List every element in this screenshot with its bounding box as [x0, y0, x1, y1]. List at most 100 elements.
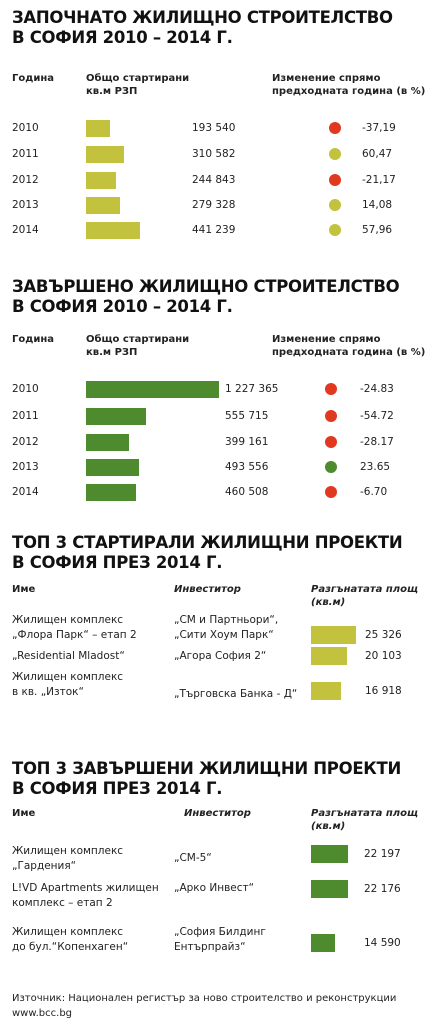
s2-header-year: Година [12, 334, 54, 345]
investor-name: „Арко Инвест“ [174, 882, 255, 894]
bar [86, 407, 146, 425]
value-label: 441 239 [192, 224, 236, 236]
area-bar [311, 845, 348, 863]
s1-title-line2: В СОФИЯ 2010 – 2014 Г. [12, 28, 233, 47]
project-name: „Гардения“ [12, 860, 77, 872]
s4-header-area-2: (кв.м) [311, 821, 346, 832]
s4-header-name: Име [12, 808, 36, 819]
change-dot [325, 410, 337, 422]
change-dot [329, 174, 341, 186]
s4-title-line2: В СОФИЯ ПРЕЗ 2014 Г. [12, 779, 223, 798]
project-name: в кв. „Изток“ [12, 686, 84, 698]
change-dot [325, 436, 337, 448]
s4-title-line1: ТОП 3 ЗАВЪРШЕНИ ЖИЛИЩНИ ПРОЕКТИ [12, 759, 401, 778]
change-dot [325, 461, 337, 473]
change-label: 14,08 [362, 199, 393, 211]
value-label: 279 328 [192, 199, 236, 211]
area-label: 22 176 [364, 883, 401, 895]
area-bar [311, 880, 348, 898]
value-label: 193 540 [192, 122, 236, 134]
year-label: 2012 [12, 436, 39, 448]
s2-header-total-2: кв.м РЗП [86, 347, 138, 358]
s3-header-area-1: Разгънатата площ [311, 584, 419, 595]
s3-header-investor: Инвеститор [174, 584, 241, 595]
change-label: 57,96 [362, 224, 393, 236]
area-label: 22 197 [364, 848, 401, 860]
bar [86, 171, 116, 189]
change-label: -21,17 [362, 174, 396, 186]
project-name: Жилищен комплекс [12, 926, 124, 938]
investor-name: „София Билдинг [174, 926, 266, 938]
s2-header-change-2: предходната година (в %) [272, 347, 426, 358]
bar [86, 221, 140, 239]
change-dot [325, 486, 337, 498]
change-label: -37,19 [362, 122, 396, 134]
change-label: 23.65 [360, 461, 391, 473]
project-name: „Residential Mladost“ [12, 650, 125, 662]
area-bar [311, 647, 347, 665]
year-label: 2011 [12, 148, 39, 160]
s2-header-total-1: Общо стартирани [86, 334, 190, 345]
bar [86, 196, 120, 214]
change-dot [325, 383, 337, 395]
value-label: 310 582 [192, 148, 236, 160]
s4-header-area-1: Разгънатата площ [311, 808, 419, 819]
s2-title-line1: ЗАВЪРШЕНО ЖИЛИЩНО СТРОИТЕЛСТВО [12, 277, 400, 296]
area-label: 14 590 [364, 937, 401, 949]
investor-name: „Агора София 2“ [174, 650, 267, 662]
value-label: 1 227 365 [225, 383, 279, 395]
year-label: 2011 [12, 410, 39, 422]
value-label: 244 843 [192, 174, 236, 186]
area-label: 20 103 [365, 650, 402, 662]
investor-name: „Търговска Банка - Д“ [174, 688, 298, 700]
change-dot [329, 122, 341, 134]
project-name: L!VD Apartments жилищен [12, 882, 159, 894]
area-label: 16 918 [365, 685, 402, 697]
s2-title-line2: В СОФИЯ 2010 – 2014 Г. [12, 297, 233, 316]
bar [86, 145, 124, 163]
area-bar [311, 682, 341, 700]
year-label: 2010 [12, 383, 39, 395]
bar [86, 458, 139, 476]
bar [86, 483, 136, 501]
project-name: „Флора Парк“ – етап 2 [12, 629, 137, 641]
bar [86, 433, 129, 451]
year-label: 2013 [12, 461, 39, 473]
change-label: -28.17 [360, 436, 394, 448]
project-name: Жилищен комплекс [12, 845, 124, 857]
site-link[interactable]: www.bcc.bg [12, 1008, 73, 1019]
project-name: Жилищен комплекс [12, 671, 124, 683]
s1-header-change-1: Изменение спрямо [272, 73, 381, 84]
s3-header-area-2: (кв.м) [311, 597, 346, 608]
bar [86, 380, 219, 398]
change-dot [329, 224, 341, 236]
project-name: до бул.“Копенхаген“ [12, 941, 129, 953]
s3-header-name: Име [12, 584, 36, 595]
investor-name: „СМ и Партньори“, [174, 614, 279, 626]
source-note: Източник: Национален регистър за ново ст… [12, 993, 397, 1004]
s3-title-line2: В СОФИЯ ПРЕЗ 2014 Г. [12, 553, 223, 572]
s1-header-total-2: кв.м РЗП [86, 86, 138, 97]
value-label: 493 556 [225, 461, 269, 473]
year-label: 2014 [12, 224, 39, 236]
year-label: 2012 [12, 174, 39, 186]
change-label: -24.83 [360, 383, 394, 395]
change-dot [329, 199, 341, 211]
bar [86, 119, 110, 137]
area-bar [311, 626, 356, 644]
value-label: 555 715 [225, 410, 269, 422]
project-name: Жилищен комплекс [12, 614, 124, 626]
s1-title-line1: ЗАПОЧНАТО ЖИЛИЩНО СТРОИТЕЛСТВО [12, 8, 393, 27]
s1-header-change-2: предходната година (в %) [272, 86, 426, 97]
change-label: 60,47 [362, 148, 393, 160]
value-label: 399 161 [225, 436, 269, 448]
year-label: 2013 [12, 199, 39, 211]
area-bar [311, 934, 335, 952]
s1-header-year: Година [12, 73, 54, 84]
year-label: 2014 [12, 486, 39, 498]
s1-header-total-1: Общо стартирани [86, 73, 190, 84]
s3-title-line1: ТОП 3 СТАРТИРАЛИ ЖИЛИЩНИ ПРОЕКТИ [12, 533, 403, 552]
change-dot [329, 148, 341, 160]
area-label: 25 326 [365, 629, 402, 641]
s2-header-change-1: Изменение спрямо [272, 334, 381, 345]
